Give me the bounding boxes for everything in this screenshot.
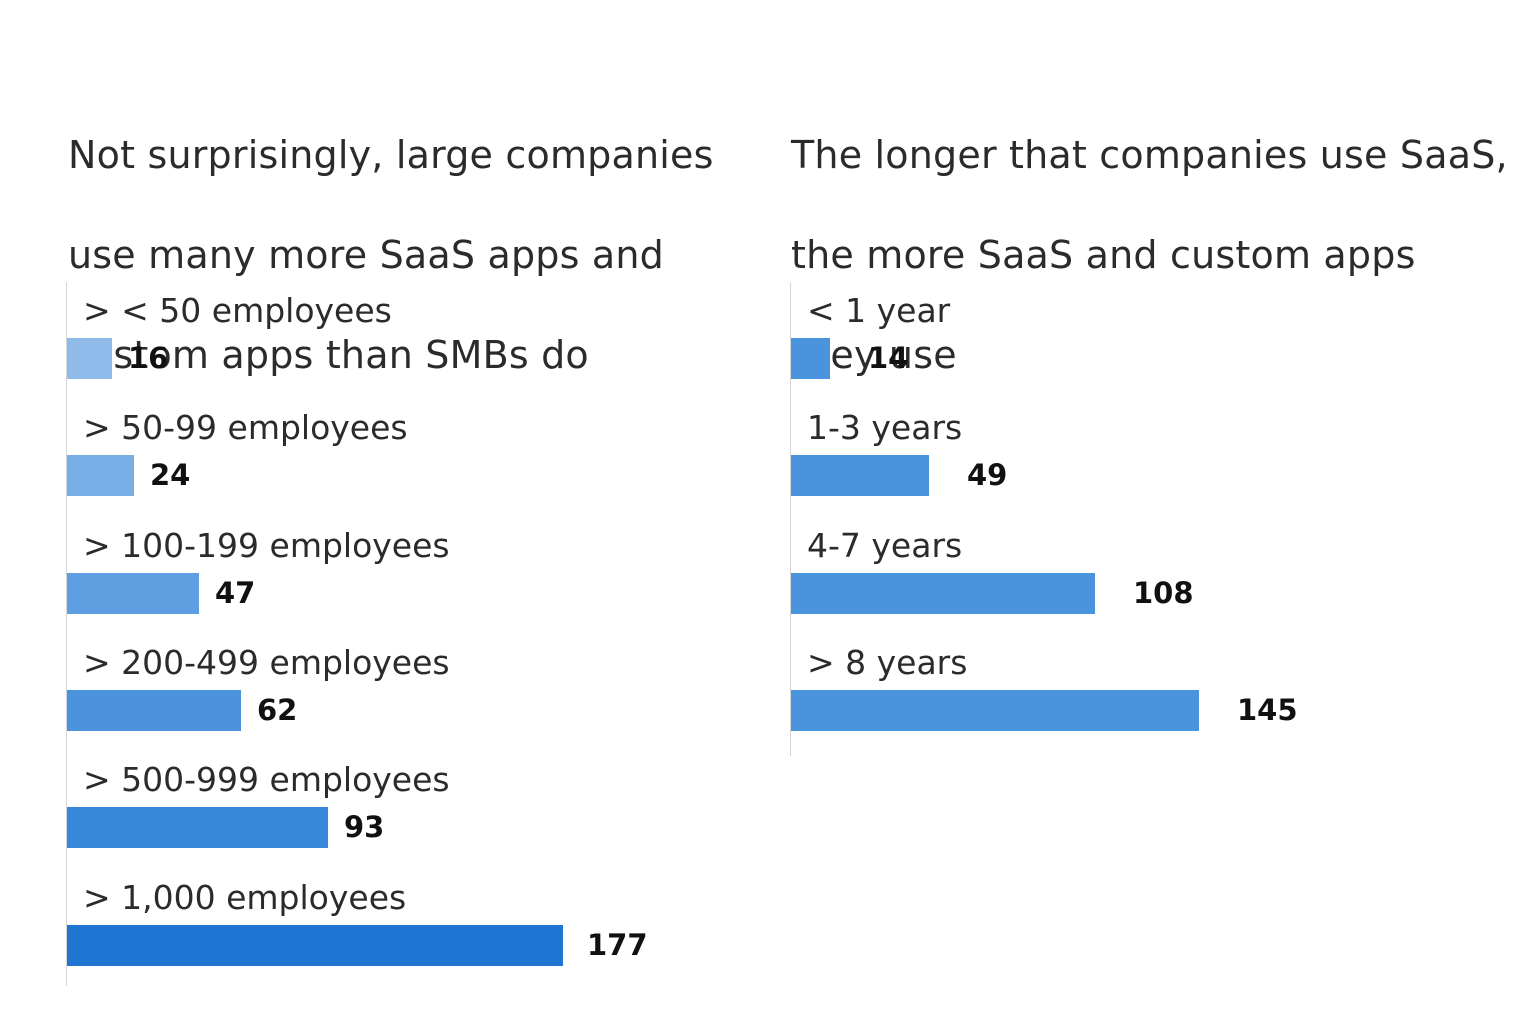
company-size-category-label: > 200-499 employees [83,642,450,682]
company-size-bar [67,924,563,966]
chart-title-line: Not surprisingly, large companies [68,133,714,177]
company-size-value-label: 62 [257,692,298,727]
chart-title-line: The longer that companies use SaaS, [791,133,1508,177]
chart-axis-saas-tenure [790,282,791,756]
company-size-category-label: > 50-99 employees [83,408,408,448]
company-size-bar [67,338,112,379]
company-size-category-label: > < 50 employees [83,291,392,330]
company-size-bar [67,807,328,849]
company-size-value-label: 47 [215,575,256,610]
saas-tenure-bar [791,455,929,497]
saas-tenure-value-label: 14 [868,341,909,375]
chart-title-line: the more SaaS and custom apps [791,233,1416,277]
saas-tenure-bar [791,689,1199,731]
saas-tenure-bar [791,338,830,379]
company-size-bar [67,572,199,614]
company-size-value-label: 93 [344,810,385,845]
company-size-category-label: > 1,000 employees [83,877,407,917]
saas-tenure-bar [791,572,1095,614]
saas-tenure-value-label: 145 [1237,692,1298,727]
chart-axis-company-size [66,282,67,986]
saas-tenure-category-label: > 8 years [807,642,968,682]
company-size-category-label: > 100-199 employees [83,525,450,565]
company-size-value-label: 177 [587,927,648,962]
chart-title-line: they use [791,333,957,377]
company-size-value-label: 16 [128,341,169,375]
chart-title-saas-tenure: The longer that companies use SaaS, the … [791,80,1521,380]
chart-title-company-size: Not surprisingly, large companies use ma… [68,80,768,380]
saas-tenure-category-label: 1-3 years [807,408,963,448]
company-size-category-label: > 500-999 employees [83,760,450,800]
company-size-bar [67,455,134,497]
chart-title-line: use many more SaaS apps and [68,233,664,277]
saas-tenure-category-label: 4-7 years [807,525,963,565]
company-size-value-label: 24 [150,458,191,493]
saas-tenure-category-label: < 1 year [807,291,951,330]
company-size-bar [67,689,241,731]
saas-tenure-value-label: 108 [1133,575,1194,610]
saas-tenure-value-label: 49 [967,458,1008,493]
